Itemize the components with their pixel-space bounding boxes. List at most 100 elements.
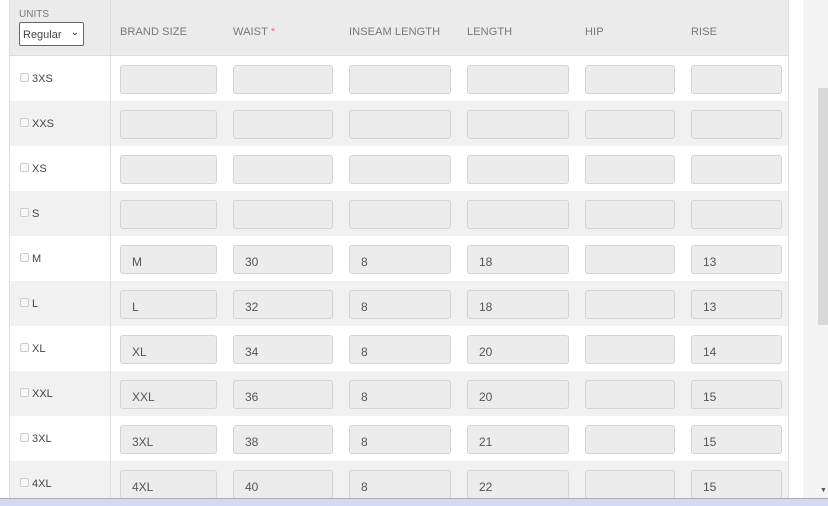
inseam-length-input[interactable] [349,200,451,229]
inseam-length-input[interactable]: 8 [349,425,451,454]
header-waist: WAIST * [233,26,275,38]
hip-input[interactable] [585,245,675,274]
hip-input[interactable] [585,425,675,454]
rise-input[interactable] [691,110,782,139]
waist-input[interactable]: 30 [233,245,333,274]
size-cell: 3XS [10,56,111,101]
rise-input[interactable]: 13 [691,290,782,319]
size-cell: M [10,236,111,281]
inseam-length-input[interactable]: 8 [349,470,451,498]
waist-input[interactable]: 38 [233,425,333,454]
hip-input[interactable] [585,290,675,319]
size-chart-table: UNITS Regular ⌄ BRAND SIZE WAIST * INSEAM… [9,0,789,498]
units-select[interactable]: Regular ⌄ [19,22,84,46]
brand-size-input[interactable]: L [120,290,217,319]
table-row: 3XS [10,56,788,101]
brand-size-input[interactable]: XXL [120,380,217,409]
length-input[interactable]: 18 [467,245,569,274]
size-label: 4XL [32,478,52,490]
scrollbar-thumb[interactable] [818,88,828,325]
rise-input[interactable] [691,155,782,184]
size-cell: L [10,281,111,326]
hip-input[interactable] [585,155,675,184]
inseam-length-input[interactable]: 8 [349,335,451,364]
length-input[interactable] [467,200,569,229]
hip-input[interactable] [585,110,675,139]
rise-input[interactable]: 15 [691,470,782,498]
length-input[interactable]: 21 [467,425,569,454]
brand-size-input[interactable]: 3XL [120,425,217,454]
length-input[interactable]: 22 [467,470,569,498]
size-checkbox[interactable] [20,433,29,442]
header-hip: HIP [585,26,604,38]
units-cell: UNITS Regular ⌄ [10,0,111,55]
rise-input[interactable] [691,65,782,94]
scroll-down-arrow-icon[interactable]: ▼ [820,487,827,494]
size-label: XXS [32,118,55,130]
inseam-length-input[interactable] [349,110,451,139]
waist-input[interactable]: 34 [233,335,333,364]
hip-input[interactable] [585,470,675,498]
hip-input[interactable] [585,335,675,364]
inseam-length-input[interactable]: 8 [349,290,451,319]
rise-input[interactable] [691,200,782,229]
length-input[interactable]: 18 [467,290,569,319]
brand-size-input[interactable]: XL [120,335,217,364]
waist-input[interactable] [233,155,333,184]
size-checkbox[interactable] [20,298,29,307]
table-row: XL XL 34 8 20 14 [10,326,788,371]
waist-input[interactable] [233,110,333,139]
rise-input[interactable]: 15 [691,380,782,409]
hip-input[interactable] [585,380,675,409]
table-row: M M 30 8 18 13 [10,236,788,281]
length-input[interactable]: 20 [467,335,569,364]
waist-input[interactable]: 40 [233,470,333,498]
size-checkbox[interactable] [20,388,29,397]
rise-input[interactable]: 13 [691,245,782,274]
table-row: L L 32 8 18 13 [10,281,788,326]
units-selected-value: Regular [23,29,62,41]
length-input[interactable] [467,155,569,184]
brand-size-input[interactable] [120,110,217,139]
brand-size-input[interactable]: 4XL [120,470,217,498]
size-checkbox[interactable] [20,208,29,217]
size-checkbox[interactable] [20,163,29,172]
inseam-length-input[interactable]: 8 [349,245,451,274]
size-label: M [32,253,42,265]
length-input[interactable] [467,65,569,94]
table-row: S [10,191,788,236]
brand-size-input[interactable] [120,155,217,184]
table-row: 4XL 4XL 40 8 22 15 [10,461,788,498]
table-row: XXL XXL 36 8 20 15 [10,371,788,416]
header-inseam-length: INSEAM LENGTH [349,26,441,38]
rise-input[interactable]: 15 [691,425,782,454]
waist-input[interactable] [233,200,333,229]
rise-input[interactable]: 14 [691,335,782,364]
inseam-length-input[interactable] [349,155,451,184]
table-body: 3XS XXS XS S M M 30 8 18 13 L L 32 8 18 13 XL XL 34 8 20 14 XX… [10,56,788,498]
waist-input[interactable]: 32 [233,290,333,319]
length-input[interactable]: 20 [467,380,569,409]
length-input[interactable] [467,110,569,139]
table-row: XS [10,146,788,191]
size-checkbox[interactable] [20,253,29,262]
inseam-length-input[interactable]: 8 [349,380,451,409]
size-label: XXL [32,388,53,400]
table-row: 3XL 3XL 38 8 21 15 [10,416,788,461]
brand-size-input[interactable] [120,200,217,229]
size-checkbox[interactable] [20,343,29,352]
hip-input[interactable] [585,65,675,94]
size-label: L [32,298,39,310]
brand-size-input[interactable] [120,65,217,94]
table-header: UNITS Regular ⌄ BRAND SIZE WAIST * INSEAM… [10,0,788,56]
waist-input[interactable] [233,65,333,94]
size-checkbox[interactable] [20,73,29,82]
hip-input[interactable] [585,200,675,229]
inseam-length-input[interactable] [349,65,451,94]
brand-size-input[interactable]: M [120,245,217,274]
size-cell: XXS [10,101,111,146]
size-checkbox[interactable] [20,118,29,127]
size-checkbox[interactable] [20,478,29,487]
waist-input[interactable]: 36 [233,380,333,409]
units-label: UNITS [19,9,49,20]
